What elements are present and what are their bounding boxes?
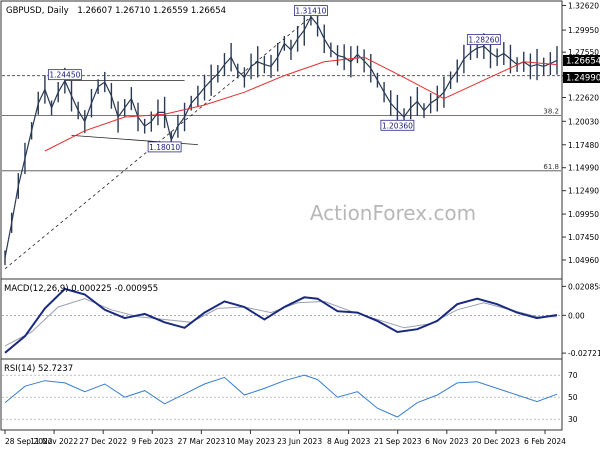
fibonacci-level-label: 61.8 [543, 163, 559, 171]
price-y-tick-label: 1.27550 [568, 48, 599, 57]
moving-average-line [44, 56, 558, 152]
support-label: 1.24990 [566, 74, 600, 84]
rsi-y-tick-label: 50 [568, 393, 578, 402]
x-tick-label: 6 Feb 2024 [524, 437, 566, 446]
price-y-tick-label: 1.14990 [568, 164, 599, 173]
price-line [4, 15, 558, 258]
macd-line [4, 287, 558, 354]
price-annotation-box [147, 141, 182, 153]
watermark: ActionForex.com [310, 201, 476, 225]
price-y-tick-label: 1.20030 [568, 117, 599, 126]
x-tick-label: 20 Dec 2023 [472, 437, 520, 446]
price-y-tick-label: 1.29950 [568, 26, 599, 35]
price-y-tick-label: 1.32620 [568, 1, 599, 10]
price-annotation-label: 1.20360 [382, 121, 413, 130]
price-y-tick-label: 1.04960 [568, 256, 599, 265]
x-tick-label: 28 Sep 2022 [5, 437, 53, 446]
x-tick-label: 21 Sep 2023 [374, 437, 422, 446]
macd-y-tick-label: 0.00 [568, 311, 585, 320]
x-tick-label: 6 Nov 2023 [425, 437, 468, 446]
price-y-tick-label: 1.07450 [568, 233, 599, 242]
x-tick-label: 27 Dec 2022 [79, 437, 127, 446]
last-price-label: 1.26654 [566, 57, 600, 67]
price-y-tick-label: 1.22620 [568, 93, 599, 102]
rsi-panel-frame [0, 358, 563, 431]
price-title-symbol: GBPUSD, Daily [6, 6, 69, 16]
price-annotation-box [294, 5, 328, 17]
last-price-tag [563, 55, 600, 66]
price-title-ohlc: 1.26607 1.26710 1.26559 1.26654 [77, 6, 226, 16]
macd-title: MACD(12,26,9) 0.000225 -0.000955 [4, 284, 158, 294]
x-tick-label: 11 Nov 2022 [30, 437, 78, 446]
price-annotation-label: 1.31410 [295, 7, 326, 16]
x-tick-label: 23 Jun 2023 [277, 437, 322, 446]
price-title: GBPUSD, Daily 1.26607 1.26710 1.26559 1.… [6, 6, 226, 16]
price-y-ticks: 1.32620 1.29950 1.27550 1.24990 1.22620 1.200… [562, 1, 599, 265]
fibonacci-level-label: 38.2 [543, 108, 559, 116]
price-panel-frame [0, 0, 563, 280]
support-tag [563, 72, 600, 83]
x-tick-label: 9 Feb 2023 [131, 437, 173, 446]
price-y-tick-label: 1.09950 [568, 210, 599, 219]
rsi-y-tick-label: 30 [568, 415, 578, 424]
x-tick-label: 10 May 2023 [226, 437, 275, 446]
macd-y-tick-label: -0.027213 [568, 349, 600, 358]
macd-series: 0.020858 0.00 -0.027213 [2, 282, 600, 358]
price-annotations: 1.24450 1.18010 1.31410 1.20360 1.28260 [47, 5, 501, 153]
rsi-y-tick-label: 70 [568, 371, 578, 380]
price-annotation-box [47, 69, 82, 81]
x-tick-label: 27 Mar 2023 [178, 437, 226, 446]
rsi-title: RSI(14) 52.7237 [4, 364, 73, 374]
price-series [4, 7, 558, 266]
price-annotation-label: 1.24450 [49, 71, 80, 80]
rsi-line [4, 374, 558, 418]
price-y-tick-label: 1.17480 [568, 141, 599, 150]
price-annotation-box [380, 119, 415, 131]
price-annotation-box [466, 34, 501, 46]
x-tick-label: 8 Aug 2023 [327, 437, 370, 446]
macd-y-tick-label: 0.020858 [568, 282, 600, 291]
price-annotation-label: 1.28260 [468, 36, 499, 45]
price-y-tick-label: 1.12490 [568, 187, 599, 196]
price-annotation-label: 1.18010 [149, 143, 180, 152]
rsi-series: 70 50 30 [2, 371, 578, 424]
macd-panel-frame [0, 278, 563, 360]
